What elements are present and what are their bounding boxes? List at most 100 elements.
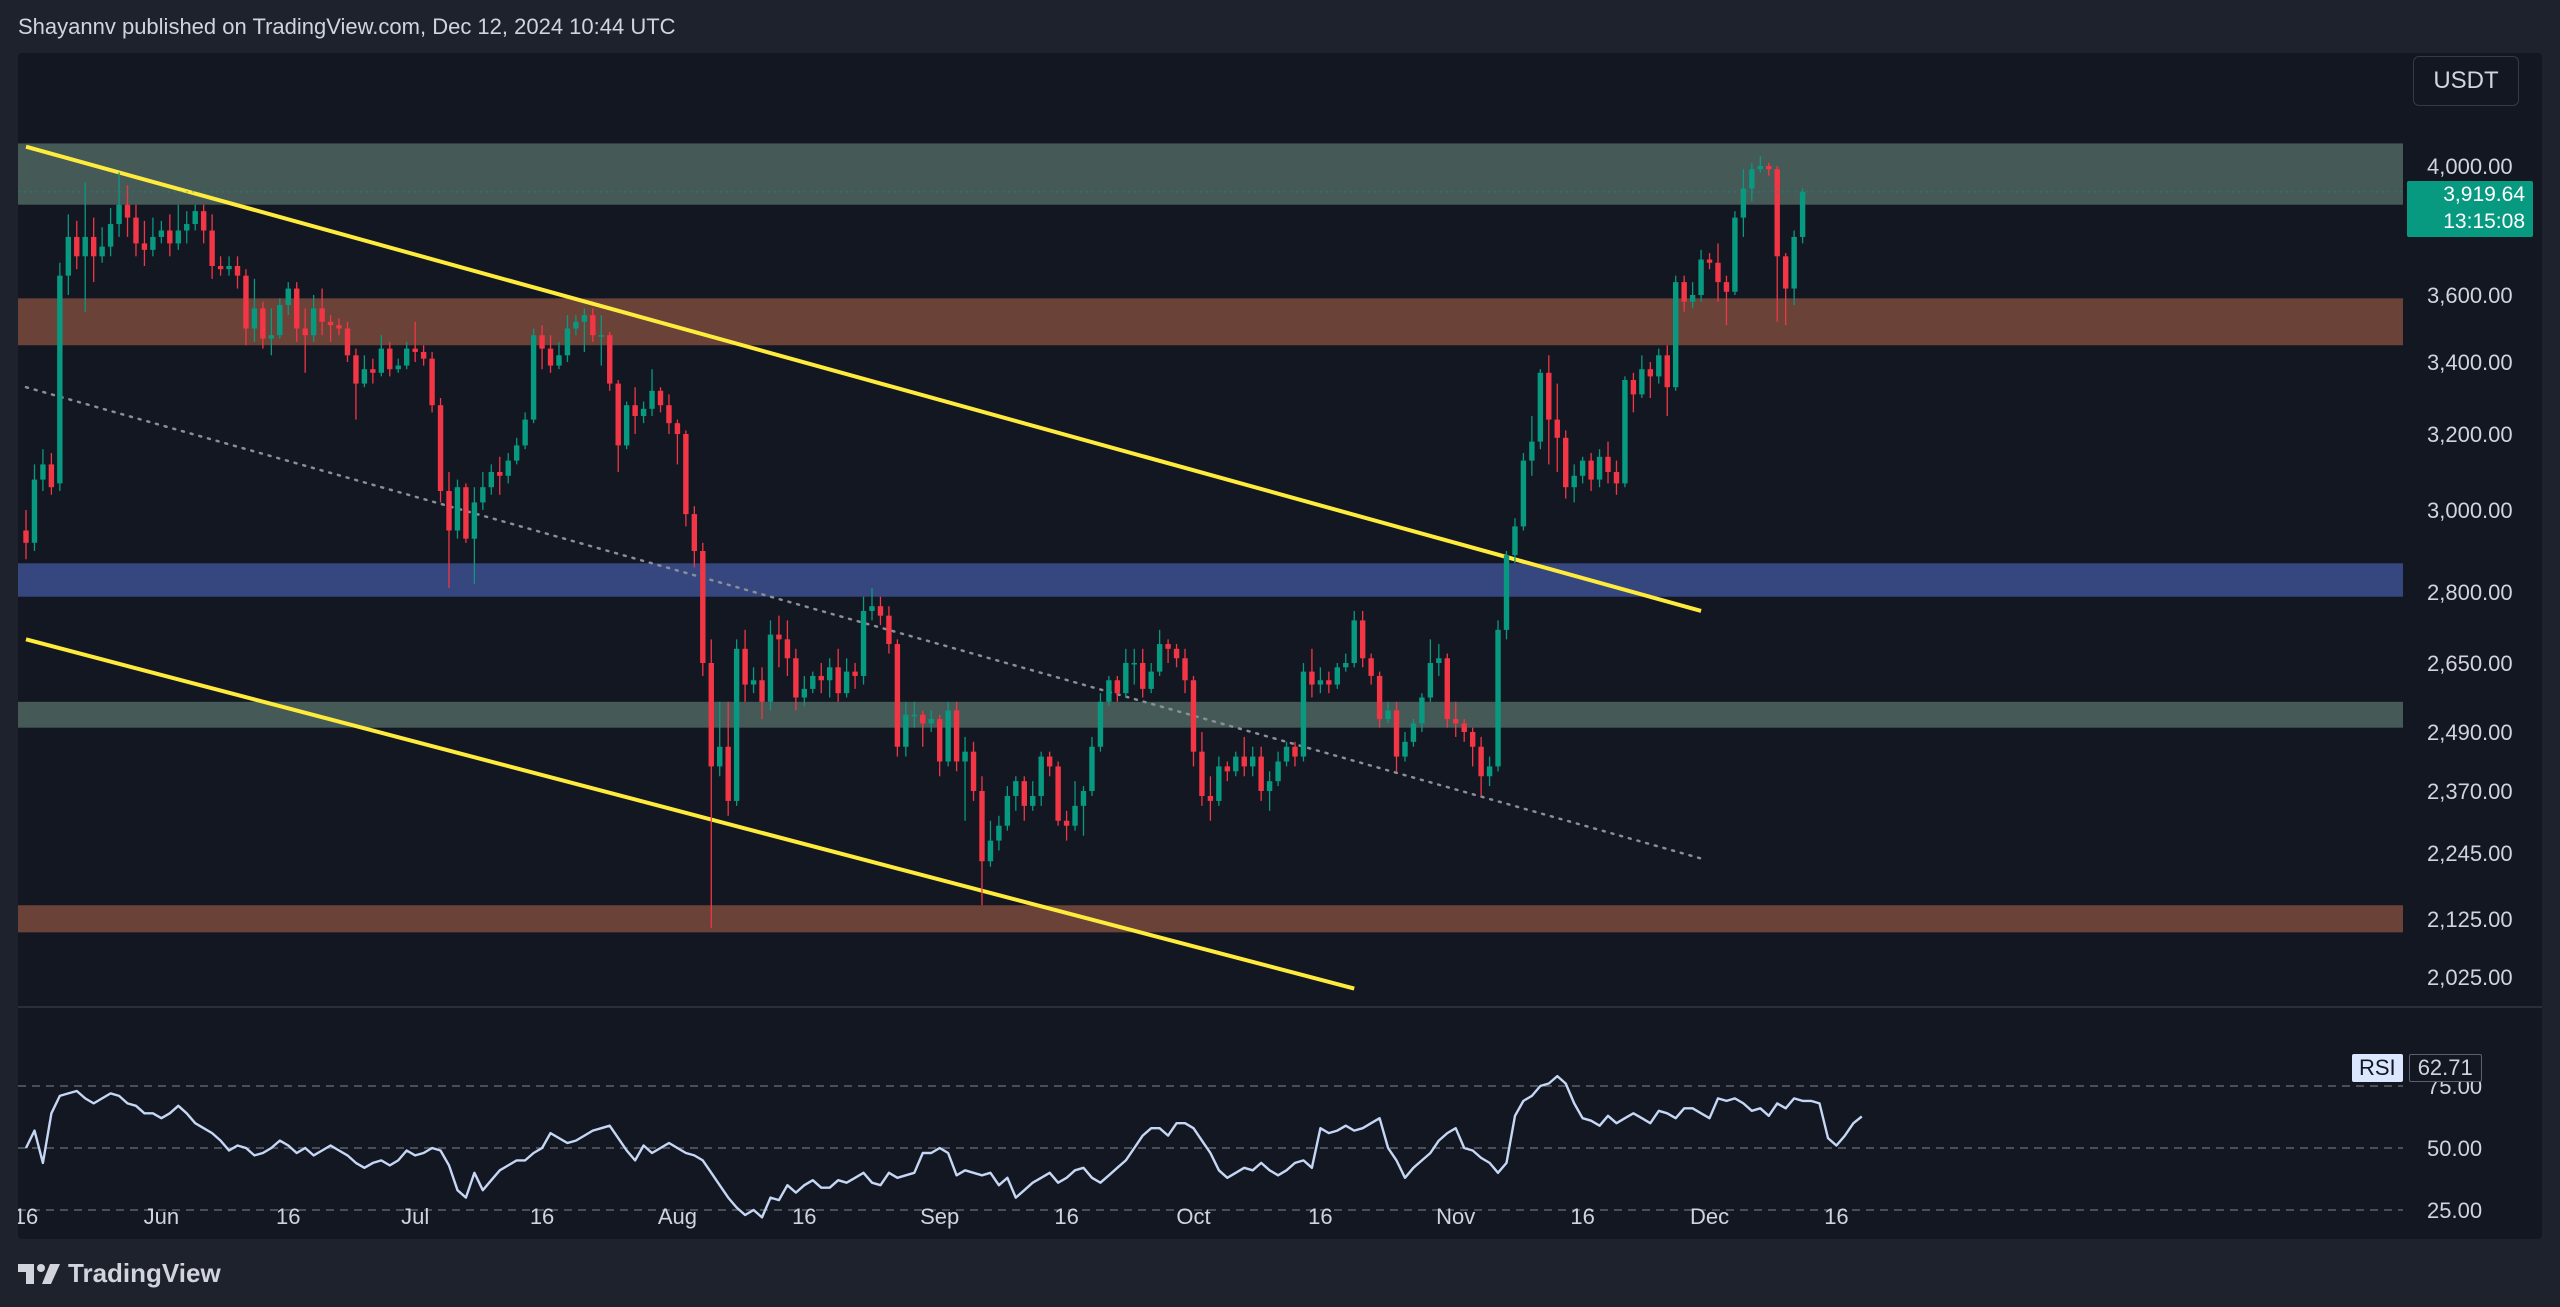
candle xyxy=(1063,810,1070,841)
candle-body xyxy=(361,369,368,384)
candle xyxy=(733,639,740,806)
candle-body xyxy=(1732,217,1738,292)
candle-body xyxy=(996,825,1002,841)
candle-body xyxy=(234,265,241,276)
currency-selector-button[interactable]: USDT xyxy=(2413,56,2519,106)
candle xyxy=(277,298,283,339)
candle-body xyxy=(1207,795,1214,801)
candlestick-series xyxy=(18,156,2403,928)
candle xyxy=(1486,756,1493,787)
candle xyxy=(1664,345,1670,416)
candle-body xyxy=(1241,756,1247,767)
candle-body xyxy=(251,308,258,329)
candle-body xyxy=(1030,795,1036,806)
candle xyxy=(1715,243,1721,302)
candle-body xyxy=(1647,369,1654,377)
candle xyxy=(1613,460,1620,495)
candle-body xyxy=(1630,380,1637,395)
candle xyxy=(497,456,503,495)
candle xyxy=(302,308,308,373)
candle-body xyxy=(1512,526,1518,556)
candle xyxy=(65,214,71,295)
candle xyxy=(454,479,461,539)
candle-body xyxy=(243,275,249,329)
candle xyxy=(936,714,943,777)
candle-body xyxy=(1503,555,1510,630)
candle-body xyxy=(717,746,723,767)
tradingview-logo-icon xyxy=(18,1263,60,1284)
candle-body xyxy=(1444,658,1450,720)
candle xyxy=(700,542,706,676)
candle xyxy=(1317,667,1324,694)
rsi-legend[interactable]: RSI 62.71 xyxy=(2352,1053,2482,1083)
last-price-tag: 3,919.64 13:15:08 xyxy=(2407,181,2533,237)
candle-body xyxy=(801,688,808,698)
candle-body xyxy=(1402,741,1408,757)
candle-body xyxy=(31,479,38,543)
candle-body xyxy=(691,514,698,551)
candle-body xyxy=(573,321,579,329)
candle xyxy=(767,620,774,711)
candle xyxy=(860,596,867,685)
candle-body xyxy=(1063,820,1070,826)
candle-body xyxy=(1165,644,1171,649)
candle xyxy=(835,648,841,702)
candle xyxy=(1233,751,1239,777)
candle-body xyxy=(1546,372,1552,420)
candle-body xyxy=(471,502,478,539)
candle-body xyxy=(1334,667,1340,685)
candle xyxy=(1427,639,1434,702)
candle xyxy=(1723,275,1730,326)
candle xyxy=(903,701,909,757)
time-axis[interactable]: 16 Jun 16 Jul 16 Aug 16 Sep 16 Oct 16 Nov 16 Dec 16 xyxy=(18,1204,1849,1229)
price-axis[interactable]: 4,000.00 3,600.00 3,400.00 3,200.00 3,000.00… xyxy=(2427,154,2513,990)
candle xyxy=(1376,671,1383,728)
candle xyxy=(1605,441,1611,484)
candle xyxy=(192,204,198,231)
candle xyxy=(547,335,554,373)
candle-body xyxy=(827,667,833,681)
candle-body xyxy=(107,224,114,247)
candle-body xyxy=(141,243,148,250)
candle xyxy=(793,648,799,711)
rsi-value: 62.71 xyxy=(2408,1054,2482,1082)
candle-body xyxy=(353,355,359,384)
candle-body xyxy=(793,658,799,698)
candle-body xyxy=(505,460,511,476)
candle xyxy=(1495,620,1501,772)
candle-body xyxy=(1715,262,1721,283)
candle-body xyxy=(1385,710,1391,720)
candle-body xyxy=(344,328,351,356)
candle xyxy=(1622,376,1628,488)
candle xyxy=(970,741,977,801)
candle xyxy=(1182,648,1188,694)
candle-body xyxy=(1529,441,1535,461)
candle xyxy=(801,675,808,707)
candle-body xyxy=(1275,761,1281,782)
chart-panel[interactable]: 4,000.00 3,600.00 3,400.00 3,200.00 3,000.00… xyxy=(18,53,2542,1239)
candle xyxy=(505,453,511,484)
brand-footer[interactable]: TradingView xyxy=(18,1258,221,1289)
candle xyxy=(1579,456,1586,484)
candle-body xyxy=(90,236,97,257)
candle-body xyxy=(175,230,181,244)
time-tick-label: Jun xyxy=(144,1204,179,1229)
candle-body xyxy=(674,423,681,434)
candle-body xyxy=(564,328,571,356)
candle-body xyxy=(1021,781,1027,806)
chart-canvas[interactable]: 4,000.00 3,600.00 3,400.00 3,200.00 3,000.00… xyxy=(18,53,2542,1239)
candle xyxy=(1165,639,1171,663)
candle xyxy=(1156,629,1163,676)
candle-body xyxy=(446,491,452,531)
candle-body xyxy=(302,328,308,336)
candle xyxy=(1258,746,1264,801)
trendline-solid-0 xyxy=(25,144,1702,613)
candle-body xyxy=(192,211,198,225)
candle-body xyxy=(1351,620,1357,663)
time-tick-label: Sep xyxy=(920,1204,959,1229)
candle xyxy=(158,220,165,244)
candle xyxy=(1275,751,1281,787)
candle-body xyxy=(437,405,444,491)
candle-body xyxy=(82,236,88,257)
candle xyxy=(260,301,266,349)
